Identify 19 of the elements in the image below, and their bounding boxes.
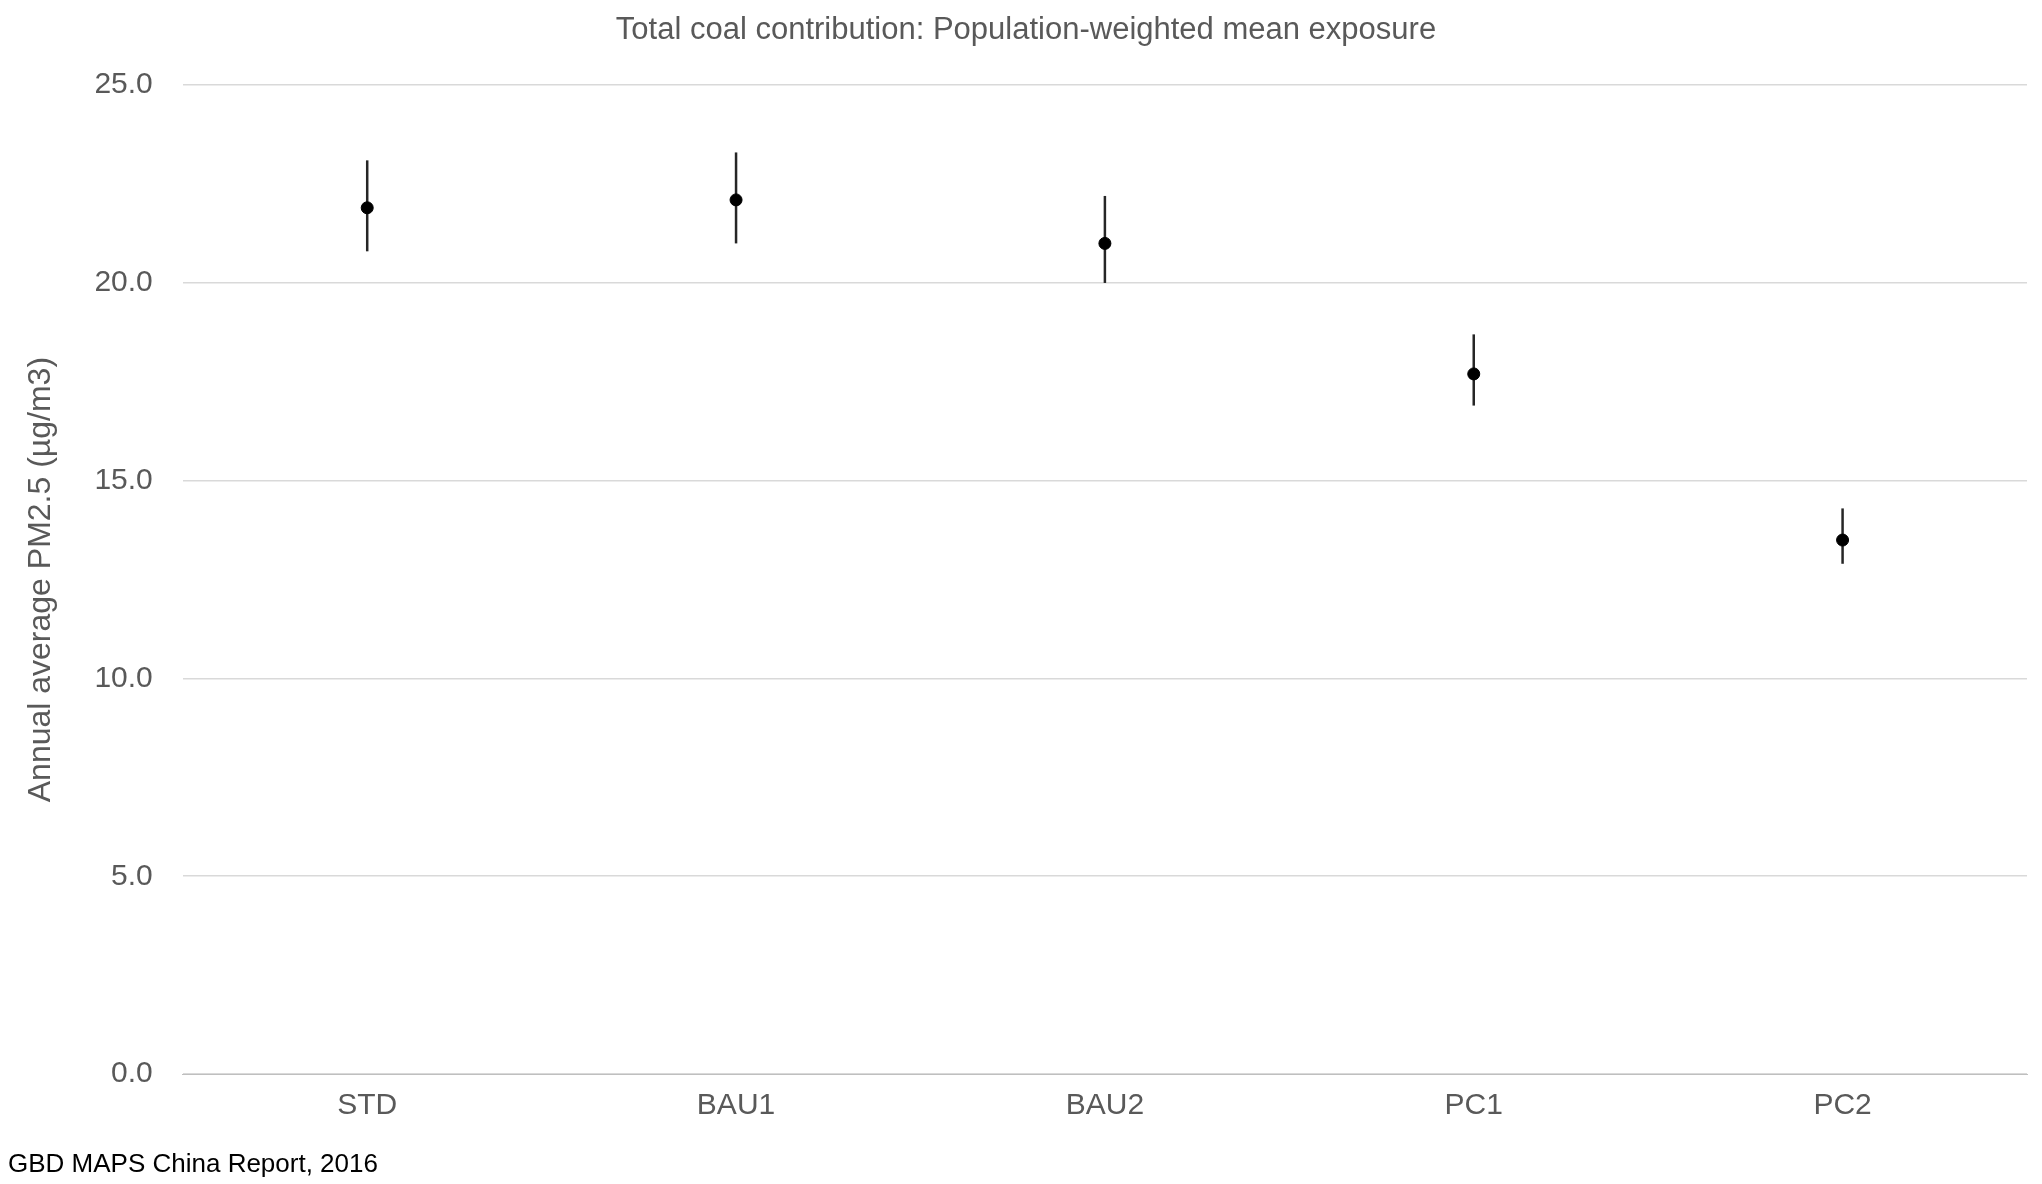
y-tick-label: 10.0 — [94, 659, 153, 693]
point — [360, 201, 374, 215]
x-tick-label: PC1 — [1444, 1087, 1503, 1121]
x-tick-label: PC2 — [1813, 1087, 1872, 1121]
point — [1098, 236, 1112, 250]
point — [1467, 367, 1481, 381]
point — [729, 193, 743, 207]
y-tick-label: 25.0 — [94, 66, 153, 100]
y-tick-label: 5.0 — [111, 857, 153, 891]
y-tick-label: 0.0 — [111, 1055, 153, 1089]
x-tick-label: STD — [337, 1087, 398, 1121]
point — [1836, 533, 1850, 547]
chart-title: Total coal contribution: Population-weighted mean exposure — [615, 11, 1437, 47]
y-tick-label: 15.0 — [94, 461, 153, 495]
text: GBD MAPS China Report, 2016 — [8, 1148, 379, 1178]
x-tick-label: BAU1 — [696, 1087, 776, 1121]
x-tick-label: BAU2 — [1065, 1087, 1145, 1121]
y-axis-title: Annual average PM2.5 (µg/m3) — [21, 356, 58, 803]
y-tick-label: 20.0 — [94, 264, 153, 298]
